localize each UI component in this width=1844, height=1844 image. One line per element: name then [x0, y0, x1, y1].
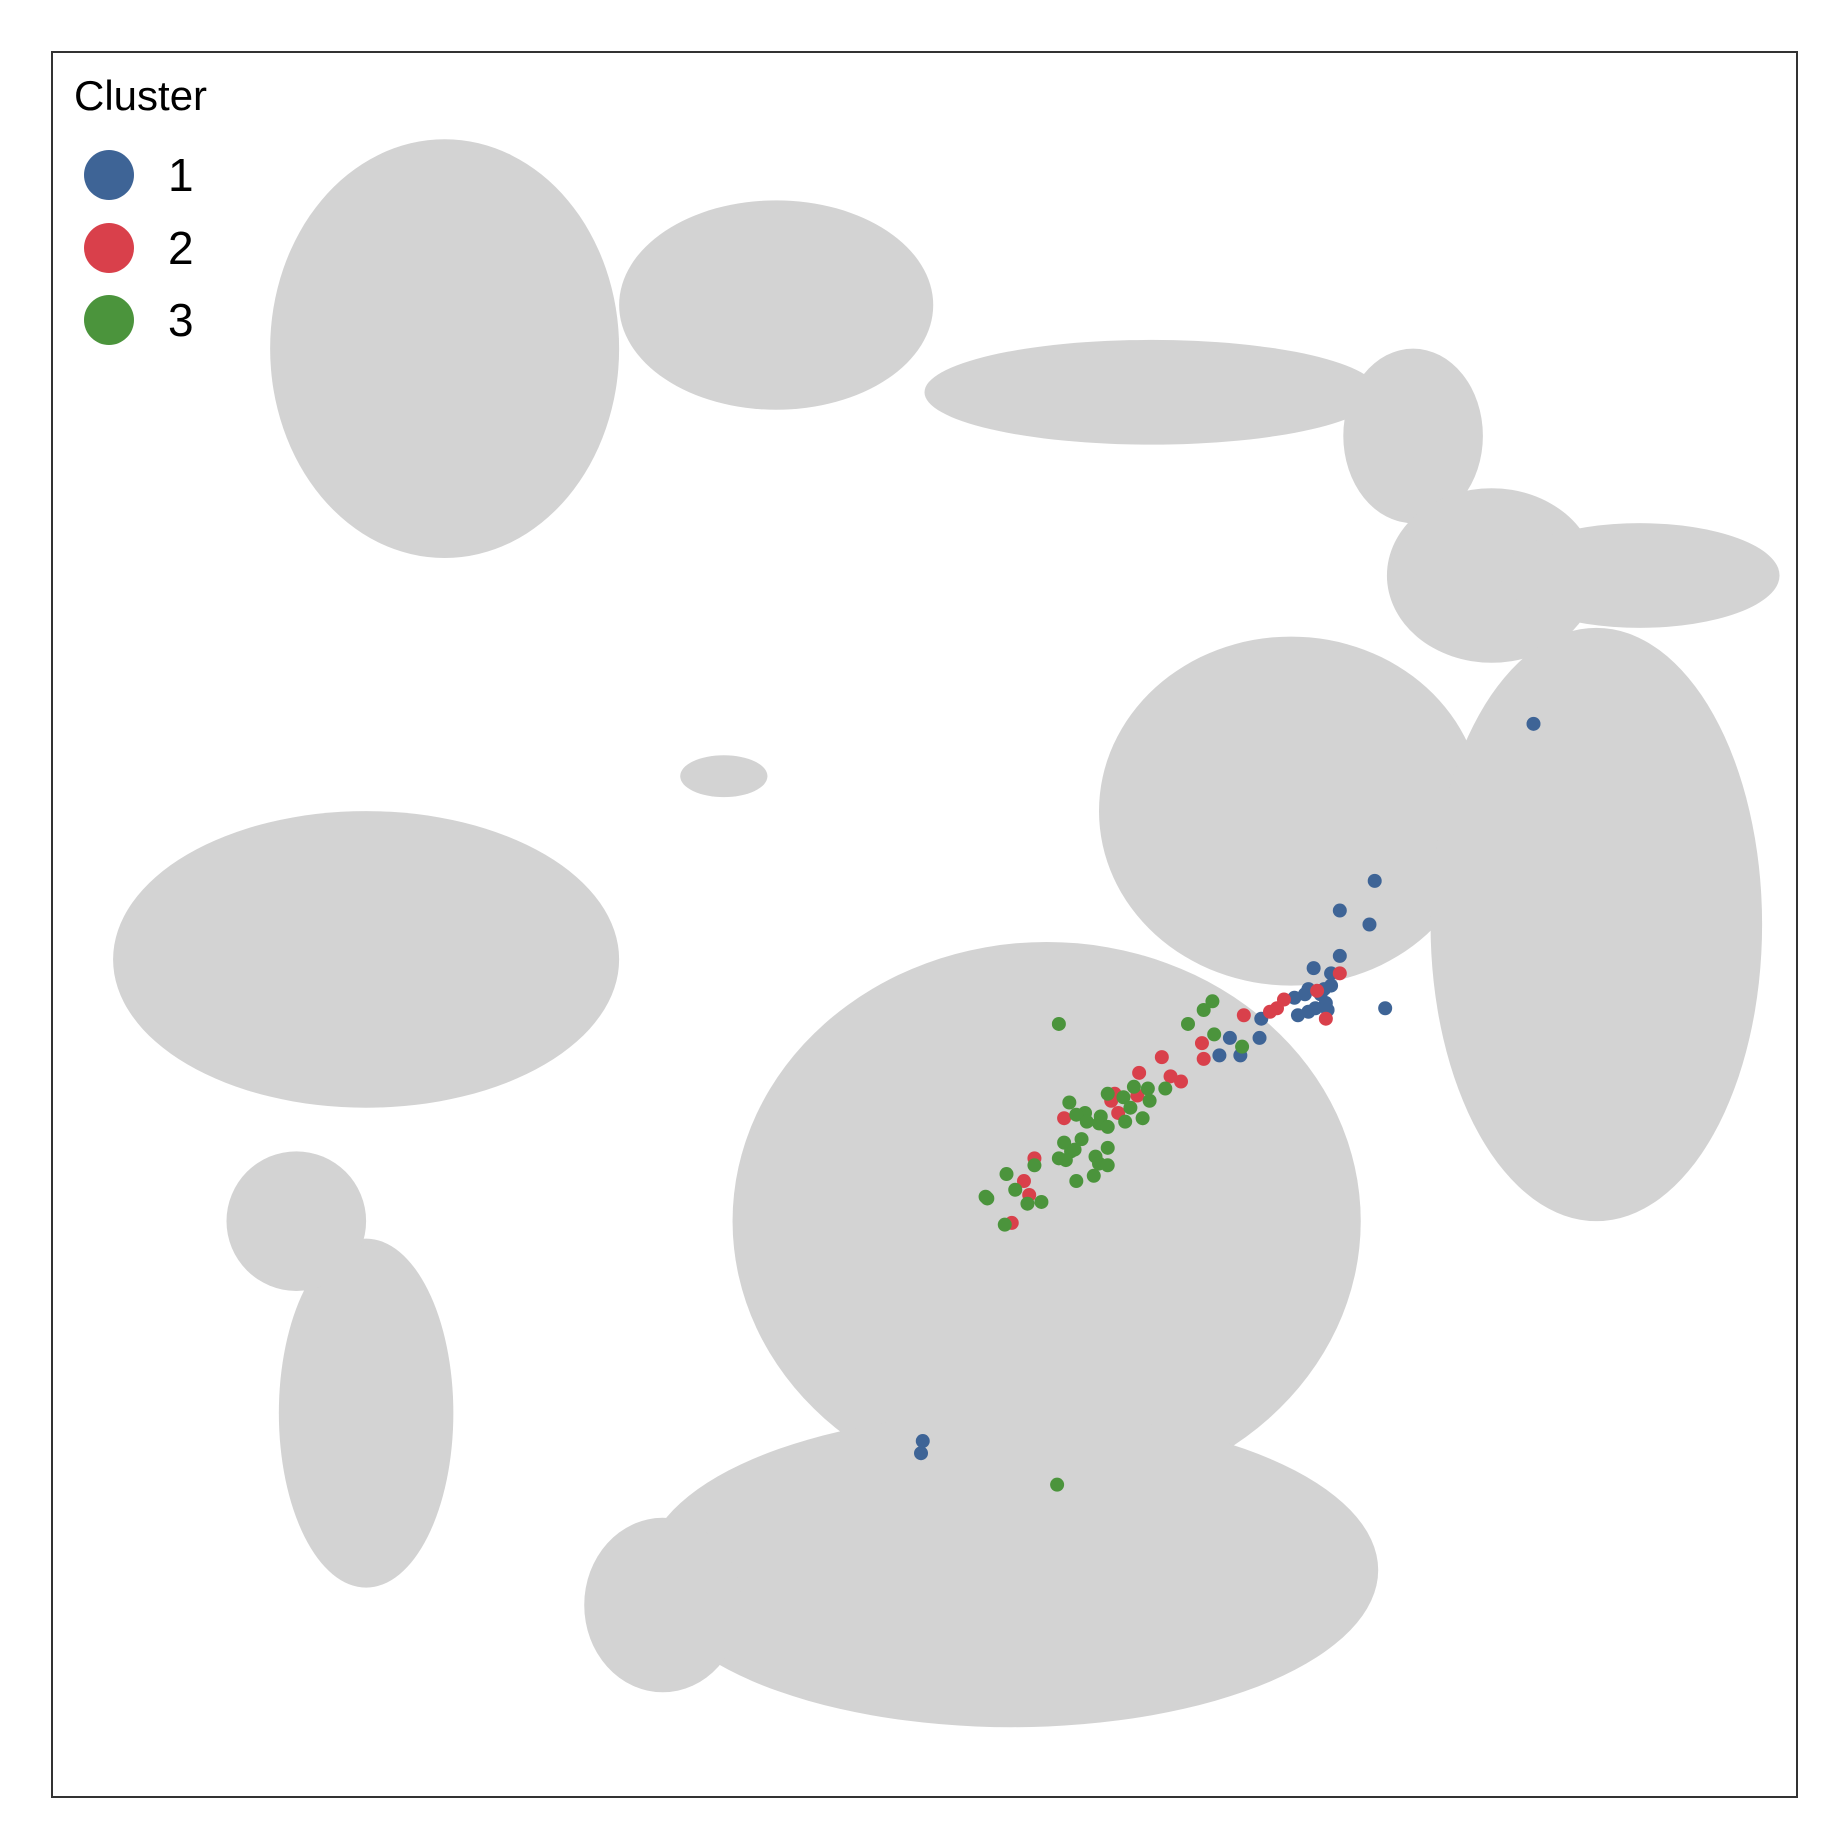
cluster-1-point — [1212, 1048, 1227, 1063]
background-region — [1343, 348, 1483, 524]
cluster-3-point — [1069, 1174, 1084, 1189]
cluster-3-point — [1020, 1196, 1035, 1211]
background-region — [1500, 523, 1780, 628]
cluster-1-point — [1362, 917, 1377, 932]
cluster-3-point — [1027, 1158, 1042, 1173]
legend-swatch-2 — [84, 223, 134, 273]
cluster-3-point — [1008, 1182, 1023, 1197]
cluster-3-point — [1062, 1095, 1077, 1110]
cluster-3-point — [1205, 994, 1220, 1009]
cluster-3-point — [999, 1167, 1014, 1182]
background-region — [113, 811, 620, 1108]
cluster-3-point — [1100, 1140, 1115, 1155]
cluster-3-point — [1140, 1081, 1155, 1096]
cluster-3-point — [1142, 1093, 1157, 1108]
cluster-2-point — [1318, 1011, 1333, 1026]
cluster-3-point — [1100, 1119, 1115, 1134]
cluster-3-point — [1074, 1132, 1089, 1147]
cluster-points — [914, 716, 1541, 1492]
background-region — [270, 139, 620, 559]
cluster-3-point — [1050, 1477, 1065, 1492]
cluster-3-point — [1069, 1107, 1084, 1122]
cluster-1-point — [1287, 990, 1302, 1005]
cluster-3-point — [1207, 1027, 1222, 1042]
cluster-1-point — [1378, 1001, 1393, 1016]
cluster-1-point — [915, 1434, 930, 1449]
background-region — [619, 200, 934, 410]
cluster-1-point — [1332, 948, 1347, 963]
background-region — [732, 941, 1361, 1501]
cluster-1-point — [1332, 903, 1347, 918]
cluster-1-point — [1222, 1030, 1237, 1045]
cluster-3-point — [1100, 1158, 1115, 1173]
series-3 — [978, 994, 1250, 1492]
cluster-3-point — [1126, 1079, 1141, 1094]
legend-swatch-3 — [84, 295, 134, 345]
cluster-2-point — [1332, 966, 1347, 981]
cluster-1-point — [1306, 961, 1321, 976]
cluster-2-point — [1310, 983, 1325, 998]
background-region — [680, 755, 768, 798]
cluster-2-point — [1132, 1065, 1147, 1080]
cluster-3-point — [1086, 1168, 1101, 1183]
legend-entry-1: 1 — [84, 149, 194, 201]
legend: Cluster 1 2 3 — [74, 72, 207, 346]
cluster-2-point — [1263, 1004, 1278, 1019]
legend-entry-3: 3 — [84, 294, 194, 346]
legend-entry-2: 2 — [84, 222, 194, 274]
background-region — [278, 1238, 454, 1588]
background-region — [1386, 488, 1597, 663]
cluster-3-point — [1058, 1153, 1073, 1168]
cluster-3-point — [1235, 1039, 1250, 1054]
background-region — [645, 1413, 1379, 1728]
cluster-3-point — [1118, 1114, 1133, 1129]
cluster-3-point — [1034, 1194, 1049, 1209]
cluster-1-point — [1324, 978, 1339, 993]
cluster-3-point — [1116, 1090, 1131, 1105]
cluster-1-point — [914, 1446, 929, 1461]
cluster-2-point — [1174, 1074, 1189, 1089]
cluster-3-point — [1067, 1142, 1082, 1157]
cluster-2-point — [1154, 1050, 1169, 1065]
cluster-3-point — [1051, 1016, 1066, 1031]
cluster-2-point — [1196, 1051, 1211, 1066]
cluster-1-point — [1308, 1001, 1323, 1016]
cluster-3-point — [1079, 1114, 1094, 1129]
cluster-3-point — [980, 1191, 995, 1206]
legend-label-1: 1 — [168, 149, 194, 201]
cluster-1-point — [1252, 1030, 1267, 1045]
series-2 — [1004, 966, 1347, 1230]
cluster-3-point — [1196, 1003, 1211, 1018]
cluster-2-point — [1057, 1111, 1072, 1126]
cluster-1-point — [1526, 716, 1541, 731]
cluster-1-point — [1367, 873, 1382, 888]
cluster-1-point — [1290, 1008, 1305, 1023]
cluster-2-point — [1236, 1008, 1251, 1023]
cluster-3-point — [1100, 1086, 1115, 1101]
background-cells — [113, 139, 1780, 1728]
cluster-2-point — [1016, 1174, 1031, 1189]
cluster-2-point — [1194, 1036, 1209, 1051]
cluster-3-point — [997, 1217, 1012, 1232]
cluster-3-point — [1158, 1081, 1173, 1096]
plot-frame — [51, 51, 1798, 1798]
background-region — [226, 1151, 367, 1291]
series-1 — [914, 716, 1541, 1461]
background-region — [584, 1517, 742, 1693]
legend-label-3: 3 — [168, 294, 194, 346]
background-region — [924, 339, 1379, 445]
cluster-3-point — [1135, 1111, 1150, 1126]
legend-title: Cluster — [74, 72, 207, 119]
legend-label-2: 2 — [168, 222, 194, 274]
cluster-3-point — [1123, 1100, 1138, 1115]
background-region — [1099, 636, 1483, 986]
background-region — [1430, 627, 1763, 1222]
cluster-2-point — [1163, 1069, 1178, 1084]
cluster-3-point — [1180, 1016, 1195, 1031]
legend-swatch-1 — [84, 150, 134, 200]
